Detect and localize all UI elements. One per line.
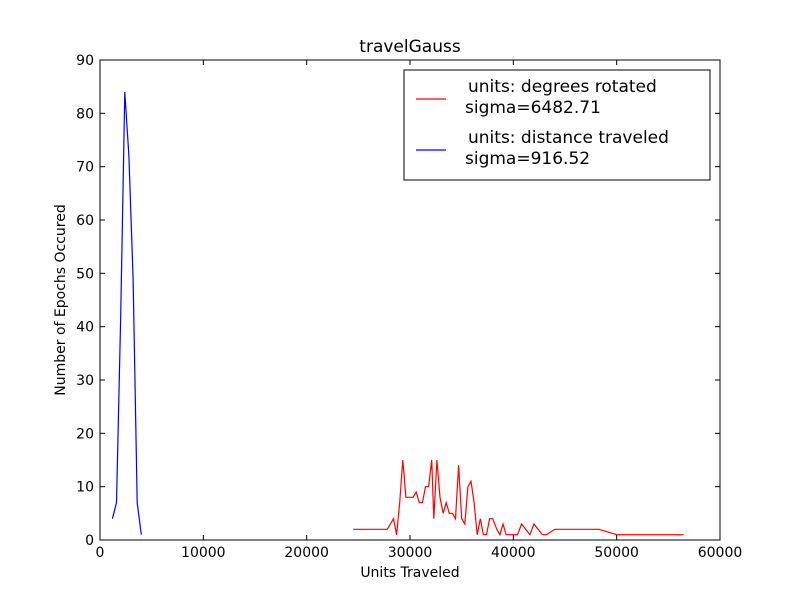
legend-frame [403, 69, 711, 181]
y-tick-label: 60 [76, 213, 94, 229]
y-axis-label: Number of Epochs Occured [53, 204, 69, 395]
chart-title: travelGauss [359, 37, 461, 57]
y-tick-label: 30 [76, 373, 94, 389]
ticks-layer: 0 10000 20000 30000 40000 50000 60000 0 10 20 30 40… [76, 53, 742, 561]
legend-label-0: sigma=6482.71 [465, 98, 601, 118]
y-tick-label: 70 [76, 160, 94, 176]
x-tick-label: 10000 [181, 545, 226, 561]
legend-label-1: sigma=916.52 [465, 149, 590, 169]
series-line-1 [111, 91, 142, 535]
x-tick-label: 30000 [388, 545, 433, 561]
y-tick-label: 20 [76, 426, 94, 442]
y-tick-label: 80 [76, 106, 94, 122]
x-tick-label: 40000 [491, 545, 536, 561]
legend-label-0: units: degrees rotated [468, 77, 657, 97]
x-axis-label: Units Traveled [360, 565, 459, 581]
y-tick-label: 0 [85, 533, 94, 549]
y-tick-label: 50 [76, 266, 94, 282]
series-layer [111, 91, 684, 537]
plot-area: 0 10000 20000 30000 40000 50000 60000 0 10 20 30 40… [76, 53, 742, 561]
y-tick-label: 40 [76, 320, 94, 336]
legend-label-1: units: distance traveled [468, 128, 669, 148]
x-tick-label: 60000 [698, 545, 743, 561]
x-tick-label: 20000 [284, 545, 329, 561]
x-tick-label: 50000 [594, 545, 639, 561]
x-tick-label: 0 [96, 545, 105, 561]
y-tick-label: 90 [76, 53, 94, 69]
y-tick-label: 10 [76, 480, 94, 496]
series-line-0 [353, 459, 684, 537]
